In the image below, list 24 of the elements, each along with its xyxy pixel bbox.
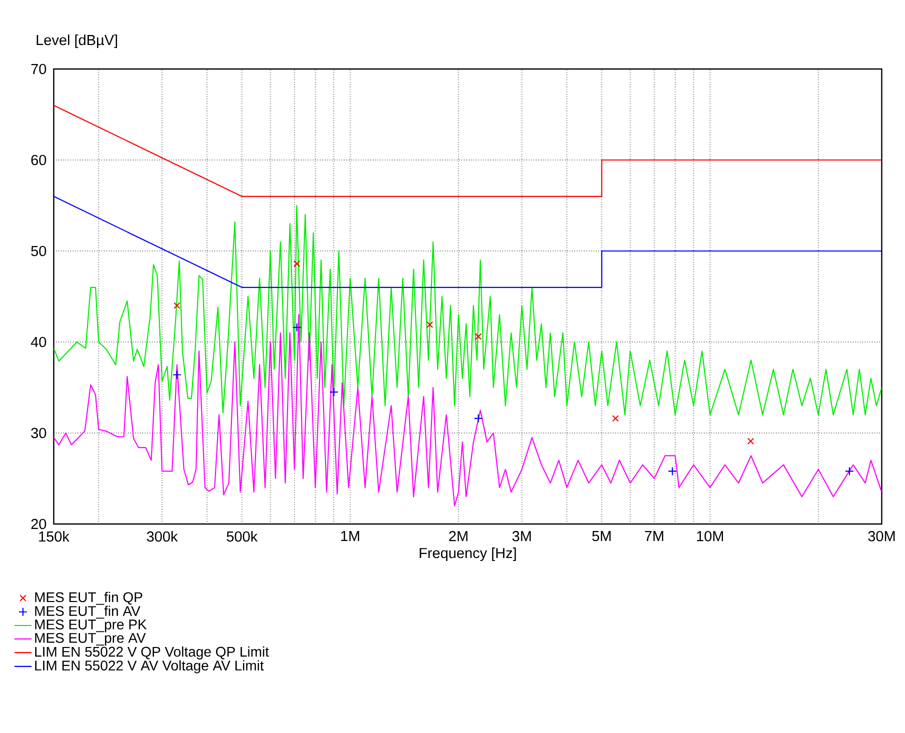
x-tick-label: 1M [341, 531, 360, 541]
y-tick-label: 40 [30, 336, 46, 348]
x-tick-label: 30M [868, 531, 895, 542]
x-tick-label: 3M [512, 531, 531, 542]
y-tick-label: 50 [31, 246, 46, 256]
legend-label: MES EUT_fin QP [35, 592, 142, 605]
legend-label: LIM EN 55022 V QP Voltage QP Limit [35, 646, 269, 660]
x-tick-label: 500k [226, 531, 258, 542]
y-tick-label: 70 [31, 64, 46, 74]
legend-label: MES EUT_pre AV [35, 632, 146, 646]
legend-label: MES EUT_pre PK [35, 620, 147, 632]
x-tick-label: 150k [39, 531, 70, 542]
x-axis-title: Frequency [Hz] [420, 548, 516, 562]
x-tick-label: 7M [644, 531, 664, 541]
legend-label: MES EUT_fin AV [35, 606, 140, 619]
legend-label: LIM EN 55022 V AV Voltage AV Limit [35, 660, 264, 674]
y-tick-label: 60 [31, 154, 46, 166]
y-tick-label: 20 [31, 518, 46, 530]
x-tick-label: 10M [697, 531, 723, 542]
x-tick-label: 2M [449, 531, 468, 542]
y-axis-title: Level [dBµV] [36, 34, 118, 48]
x-tick-label: 300k [146, 531, 178, 542]
y-tick-label: 30 [31, 428, 46, 438]
x-tick-label: 5M [592, 531, 611, 542]
